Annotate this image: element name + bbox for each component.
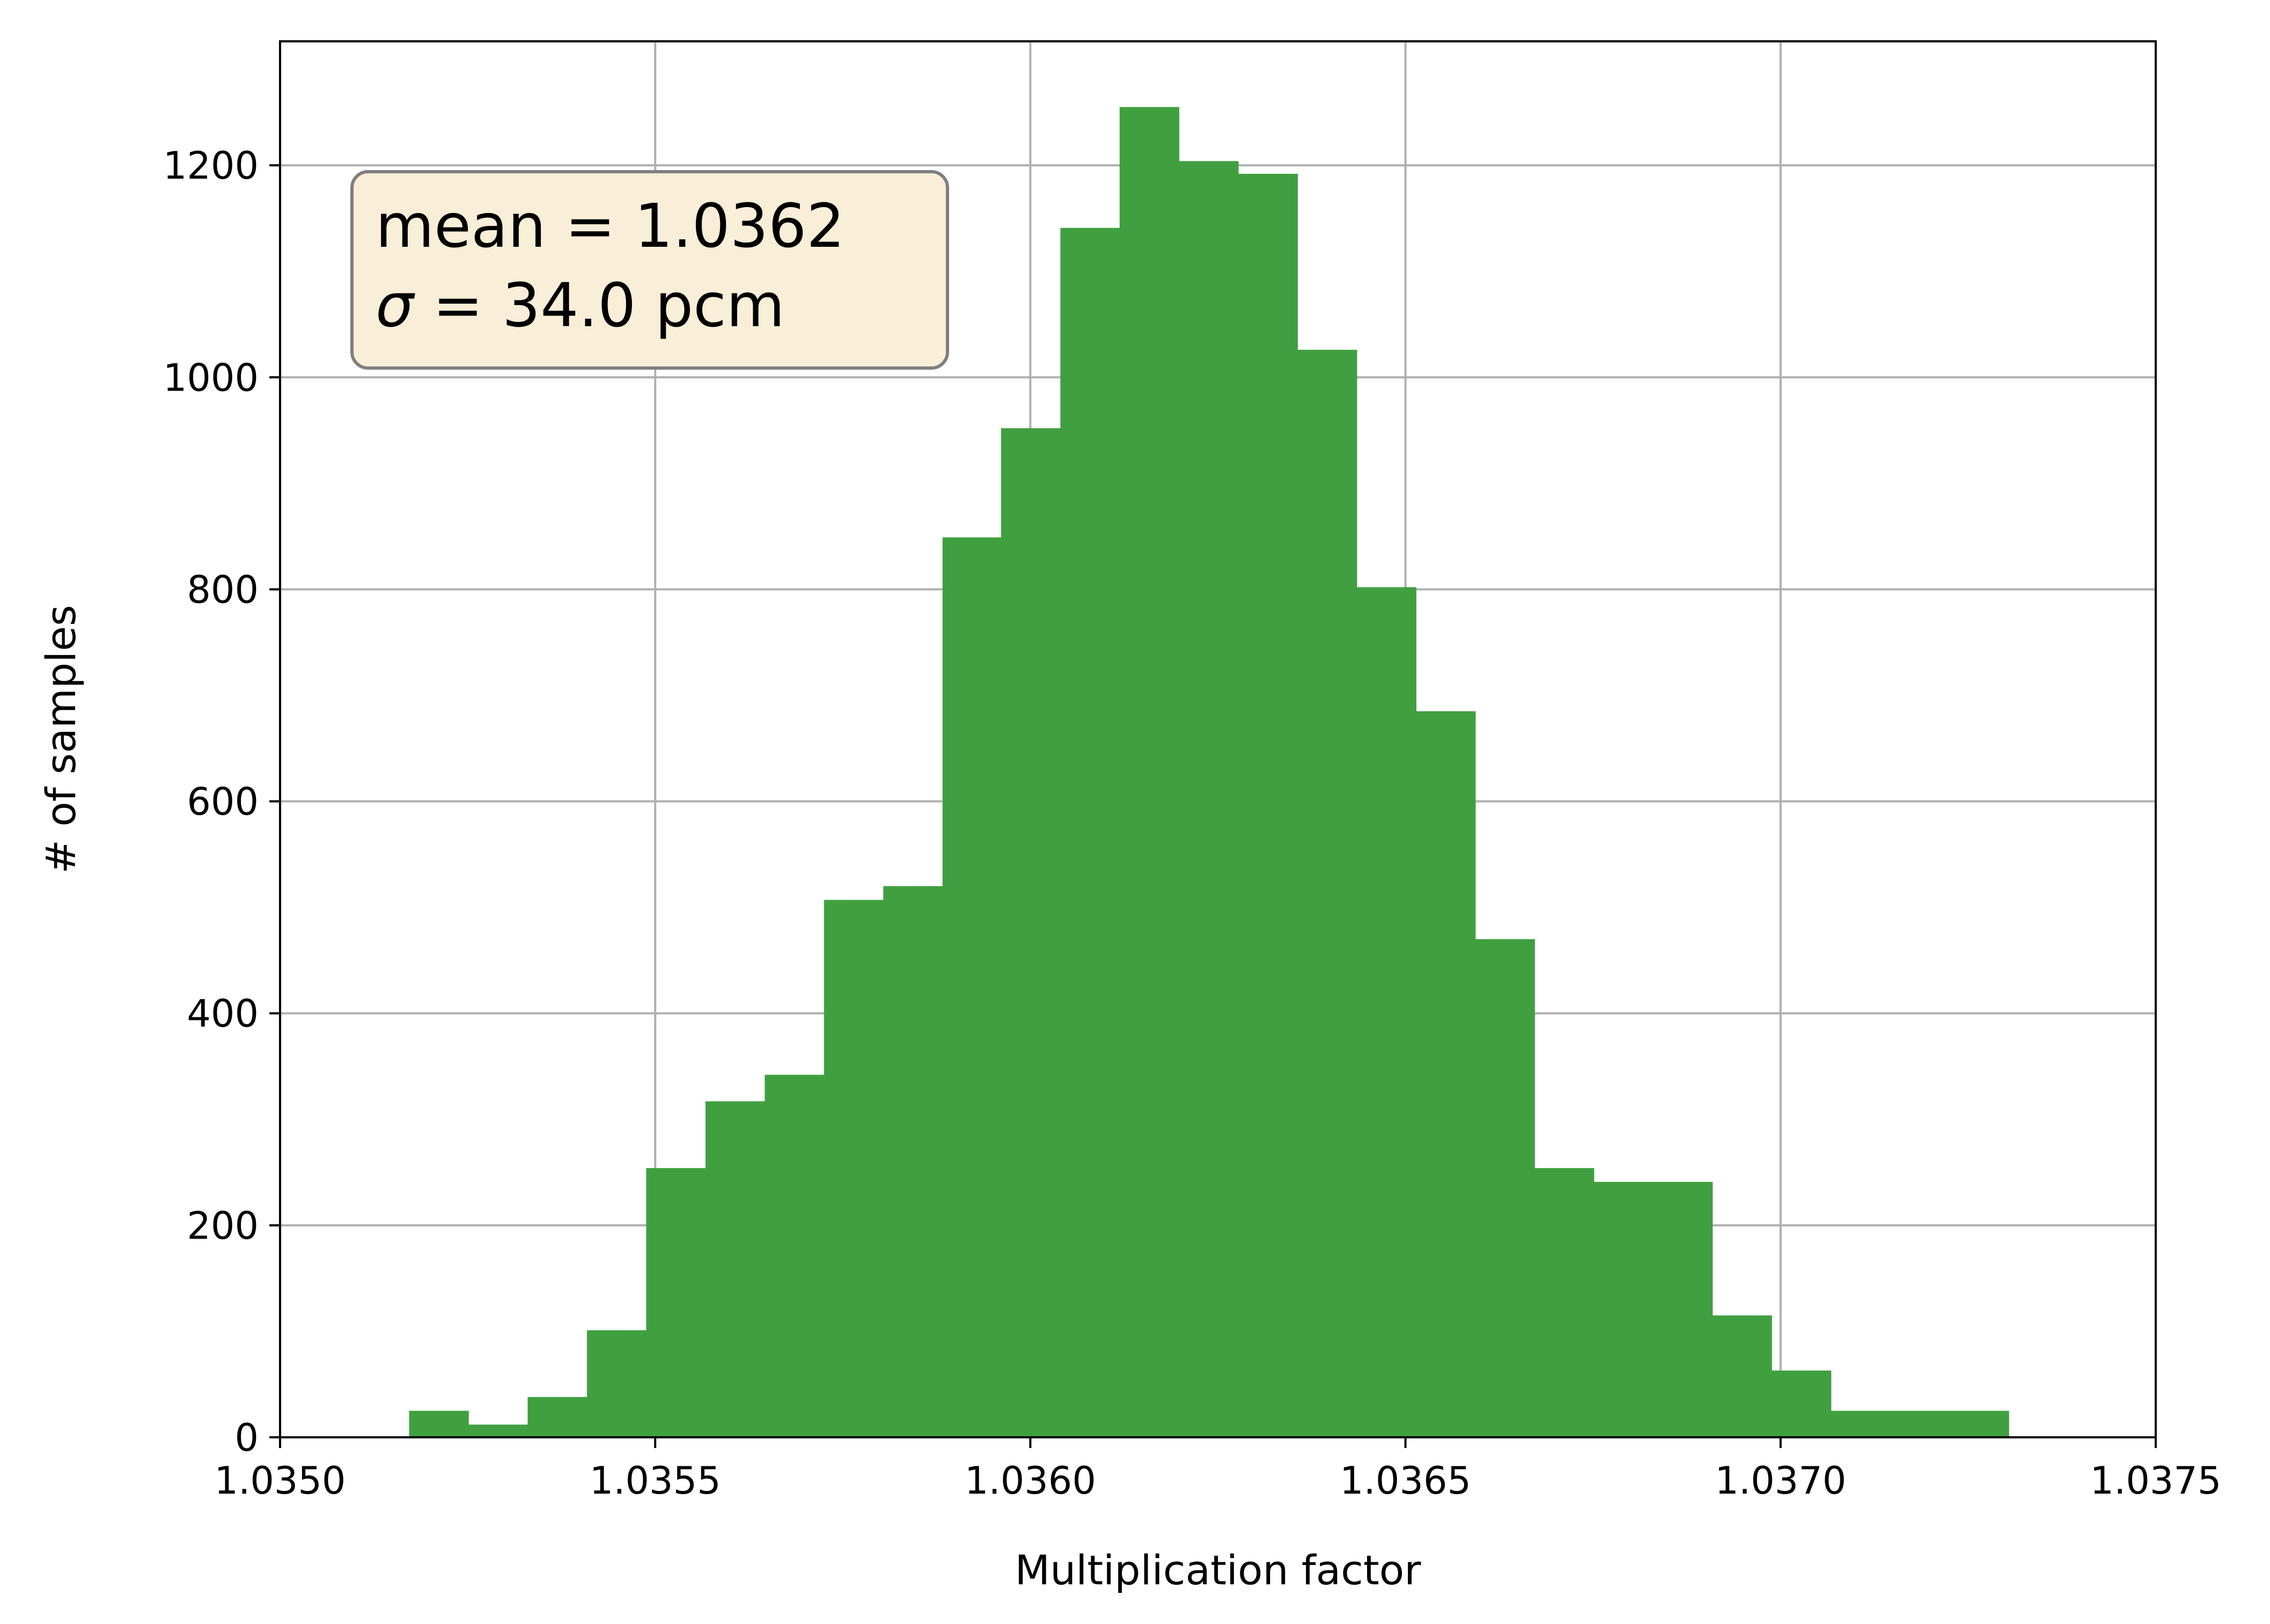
y-tick-label-1: 200 bbox=[187, 1204, 259, 1248]
histogram-bar-11 bbox=[1060, 227, 1120, 1437]
x-axis-label: Multiplication factor bbox=[1015, 1546, 1422, 1594]
y-tick-label-6: 1200 bbox=[163, 144, 259, 188]
y-tick-label-3: 600 bbox=[187, 780, 259, 824]
histogram-bar-21 bbox=[1653, 1181, 1713, 1437]
histogram-bar-0 bbox=[409, 1410, 469, 1437]
y-tick-label-0: 0 bbox=[234, 1416, 259, 1460]
histogram-bar-26 bbox=[1949, 1410, 2009, 1437]
histogram-bar-15 bbox=[1297, 349, 1357, 1437]
histogram-bar-23 bbox=[1772, 1370, 1832, 1437]
histogram-bar-3 bbox=[586, 1330, 647, 1437]
y-axis-label: # of samples bbox=[37, 605, 85, 873]
x-tick-label-0: 1.0350 bbox=[215, 1459, 346, 1503]
stats-sigma-text: σ = 34.0 pcm bbox=[376, 271, 785, 341]
y-tick-label-5: 1000 bbox=[163, 356, 259, 400]
histogram-bars bbox=[409, 107, 2009, 1438]
histogram-bar-25 bbox=[1890, 1410, 1950, 1437]
histogram-bar-6 bbox=[765, 1075, 825, 1437]
histogram-bar-7 bbox=[824, 900, 884, 1437]
histogram-bar-10 bbox=[1001, 428, 1061, 1437]
histogram-bar-22 bbox=[1712, 1315, 1772, 1437]
histogram-bar-24 bbox=[1831, 1410, 1891, 1437]
ticks: 1.0350 1.0355 1.0360 1.0365 1.0370 1.0375 0 200… bbox=[163, 144, 2222, 1503]
x-tick-label-2: 1.0360 bbox=[965, 1459, 1096, 1503]
x-tick-label-3: 1.0365 bbox=[1340, 1459, 1471, 1503]
histogram-bar-17 bbox=[1416, 711, 1476, 1437]
histogram-bar-13 bbox=[1179, 161, 1239, 1437]
x-tick-label-4: 1.0370 bbox=[1715, 1459, 1846, 1503]
x-tick-label-1: 1.0355 bbox=[590, 1459, 721, 1503]
histogram-bar-5 bbox=[705, 1101, 766, 1437]
histogram-bar-20 bbox=[1593, 1181, 1654, 1437]
y-tick-label-4: 800 bbox=[187, 568, 259, 612]
histogram-bar-1 bbox=[468, 1424, 528, 1437]
stats-annotation-box bbox=[350, 170, 949, 370]
histogram-bar-4 bbox=[646, 1168, 706, 1437]
histogram-bar-18 bbox=[1475, 939, 1535, 1437]
histogram-bar-14 bbox=[1238, 173, 1298, 1437]
histogram-bar-9 bbox=[942, 537, 1002, 1438]
x-tick-label-5: 1.0375 bbox=[2090, 1459, 2222, 1503]
histogram-bar-19 bbox=[1534, 1168, 1595, 1437]
y-tick-label-2: 400 bbox=[187, 992, 259, 1036]
stats-mean-text: mean = 1.0362 bbox=[376, 192, 845, 261]
histogram-bar-16 bbox=[1356, 587, 1416, 1437]
histogram-bar-8 bbox=[883, 886, 943, 1437]
sigma-value: = 34.0 pcm bbox=[414, 271, 785, 341]
histogram-bar-2 bbox=[527, 1397, 587, 1437]
histogram-bar-12 bbox=[1119, 107, 1180, 1437]
sigma-symbol: σ bbox=[376, 271, 415, 341]
axes-frame bbox=[279, 40, 2157, 1438]
stats-annotation: mean = 1.0362 σ = 34.0 pcm bbox=[350, 170, 949, 370]
